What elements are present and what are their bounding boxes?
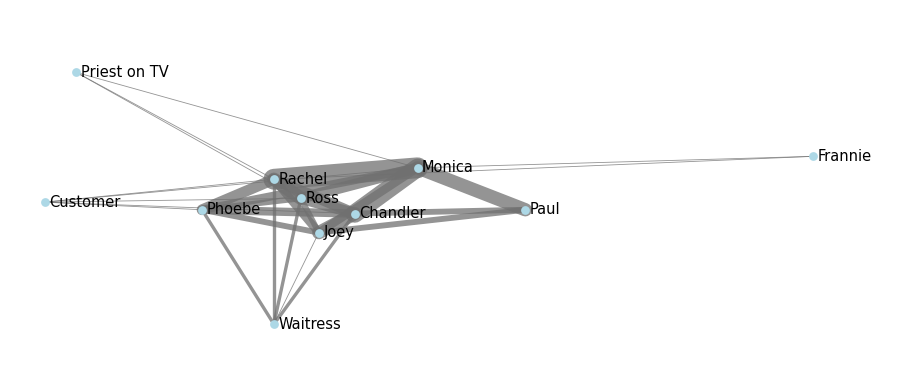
Point [410, 165, 425, 171]
Point [38, 199, 52, 205]
Point [267, 176, 281, 182]
Point [311, 230, 326, 236]
Text: Rachel: Rachel [278, 172, 328, 187]
Text: Frannie: Frannie [817, 149, 871, 164]
Text: Ross: Ross [305, 191, 339, 206]
Point [69, 69, 83, 75]
Point [518, 207, 533, 213]
Text: Priest on TV: Priest on TV [81, 65, 169, 80]
Text: Customer: Customer [49, 194, 121, 210]
Text: Joey: Joey [323, 225, 354, 240]
Point [293, 195, 308, 202]
Text: Waitress: Waitress [278, 317, 341, 332]
Text: Chandler: Chandler [359, 206, 426, 221]
Text: Paul: Paul [529, 202, 561, 217]
Point [347, 210, 362, 217]
Point [805, 153, 820, 159]
Text: Monica: Monica [422, 160, 474, 175]
Text: Phoebe: Phoebe [206, 202, 261, 217]
Point [195, 207, 210, 213]
Point [267, 321, 281, 327]
